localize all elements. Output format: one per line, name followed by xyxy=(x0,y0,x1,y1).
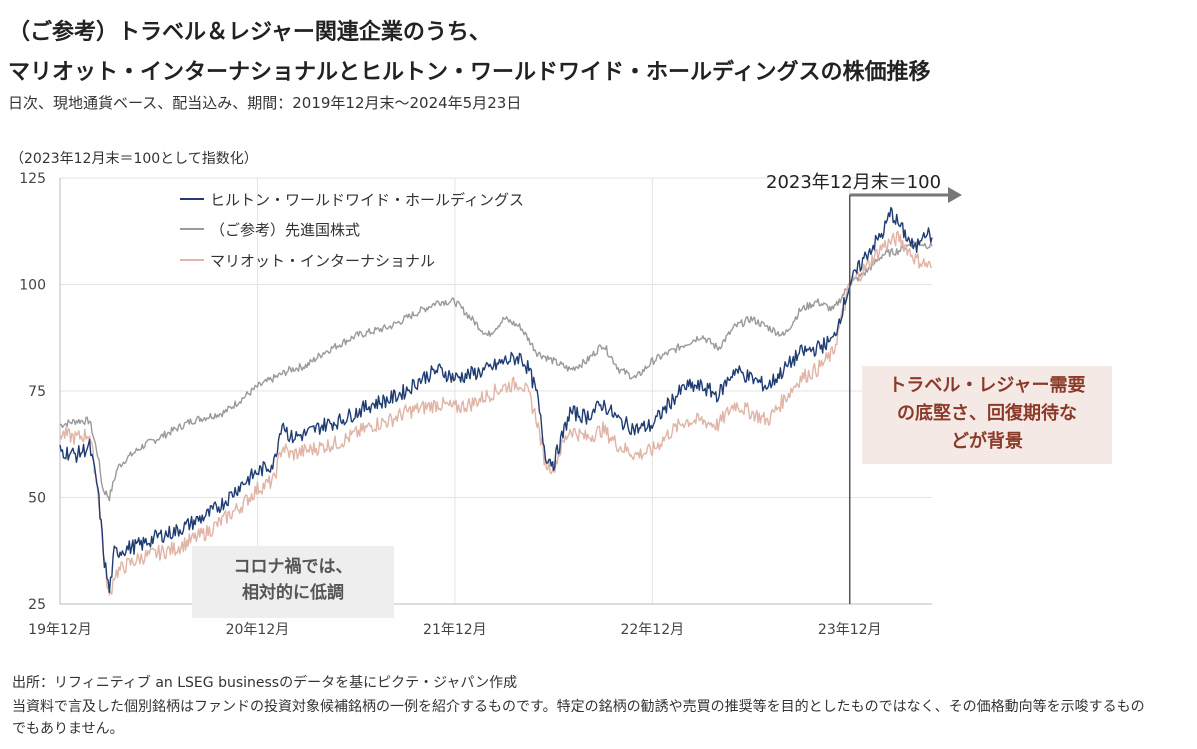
x-tick-label: 21年12月 xyxy=(423,622,487,638)
y-tick-label: 125 xyxy=(19,171,46,187)
y-axis-unit-note: （2023年12月末＝100として指数化） xyxy=(10,151,258,167)
y-tick-label: 25 xyxy=(28,597,46,613)
y-tick-label: 50 xyxy=(28,491,46,507)
chart-title-line1: （ご参考）トラベル＆レジャー関連企業のうち、 xyxy=(8,20,491,45)
y-tick-label: 75 xyxy=(28,384,46,400)
callout-line2: の底堅さ、回復期待な xyxy=(897,403,1077,424)
legend-label-marriott: マリオット・インターナショナル xyxy=(210,252,435,270)
callout-line1: トラベル・レジャー需要 xyxy=(888,375,1086,396)
travel-demand-callout: トラベル・レジャー需要 の底堅さ、回復期待な どが背景 xyxy=(862,366,1112,464)
chart-legend: ヒルトン・ワールドワイド・ホールディングス （ご参考）先進国株式 マリオット・イ… xyxy=(180,191,524,270)
chart-title-line2: マリオット・インターナショナルとヒルトン・ワールドワイド・ホールディングスの株価… xyxy=(8,60,931,85)
x-tick-label: 20年12月 xyxy=(226,622,290,638)
source-note: 出所：リフィニティブ an LSEG businessのデータを基にピクテ・ジャ… xyxy=(12,675,518,691)
series-line-0 xyxy=(59,206,933,593)
covid-note-box: コロナ禍では、 相対的に低調 xyxy=(192,546,394,618)
reference-label: 2023年12月末＝100 xyxy=(766,172,942,193)
disclaimer-text: 当資料で言及した個別銘柄はファンドの投資対象候補銘柄の一例を紹介するものです。特… xyxy=(12,699,1145,737)
callout-line3: どが背景 xyxy=(951,431,1023,452)
reference-line-2023-12 xyxy=(848,187,962,604)
series-line-1 xyxy=(59,240,933,502)
x-tick-label: 19年12月 xyxy=(28,622,92,638)
legend-label-developed-equities: （ご参考）先進国株式 xyxy=(210,221,360,239)
covid-note-line2: 相対的に低調 xyxy=(242,583,344,603)
chart-series-lines xyxy=(59,206,933,596)
x-tick-label: 23年12月 xyxy=(818,622,882,638)
y-tick-label: 100 xyxy=(19,278,46,294)
legend-label-hilton: ヒルトン・ワールドワイド・ホールディングス xyxy=(210,191,524,209)
chart-subtitle: 日次、現地通貨ベース、配当込み、期間：2019年12月末～2024年5月23日 xyxy=(8,94,522,112)
chart-axes: 25 50 75 100 125 19年12月 20年12月 21年12月 22年12月 23年1… xyxy=(19,171,932,638)
reference-arrow-head xyxy=(948,187,962,203)
x-tick-label: 22年12月 xyxy=(620,622,684,638)
series-line-2 xyxy=(59,230,933,596)
covid-note-line1: コロナ禍では、 xyxy=(233,557,353,577)
